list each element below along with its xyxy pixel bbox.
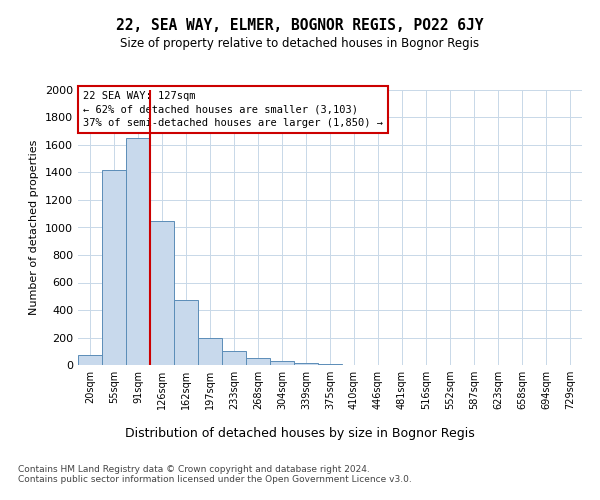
Bar [78, 354, 102, 365]
Bar [246, 358, 270, 365]
Bar [294, 363, 318, 365]
Bar [222, 351, 246, 365]
Bar [174, 300, 198, 365]
Bar [270, 361, 294, 365]
Text: 22, SEA WAY, ELMER, BOGNOR REGIS, PO22 6JY: 22, SEA WAY, ELMER, BOGNOR REGIS, PO22 6… [116, 18, 484, 32]
Text: Contains HM Land Registry data © Crown copyright and database right 2024.
Contai: Contains HM Land Registry data © Crown c… [18, 465, 412, 484]
Text: Size of property relative to detached houses in Bognor Regis: Size of property relative to detached ho… [121, 38, 479, 51]
Bar [198, 338, 222, 365]
Bar [102, 170, 126, 365]
Text: 22 SEA WAY: 127sqm
← 62% of detached houses are smaller (3,103)
37% of semi-deta: 22 SEA WAY: 127sqm ← 62% of detached hou… [83, 92, 383, 128]
Bar [126, 138, 150, 365]
Text: Distribution of detached houses by size in Bognor Regis: Distribution of detached houses by size … [125, 428, 475, 440]
Y-axis label: Number of detached properties: Number of detached properties [29, 140, 40, 315]
Bar [318, 364, 342, 365]
Bar [150, 220, 174, 365]
